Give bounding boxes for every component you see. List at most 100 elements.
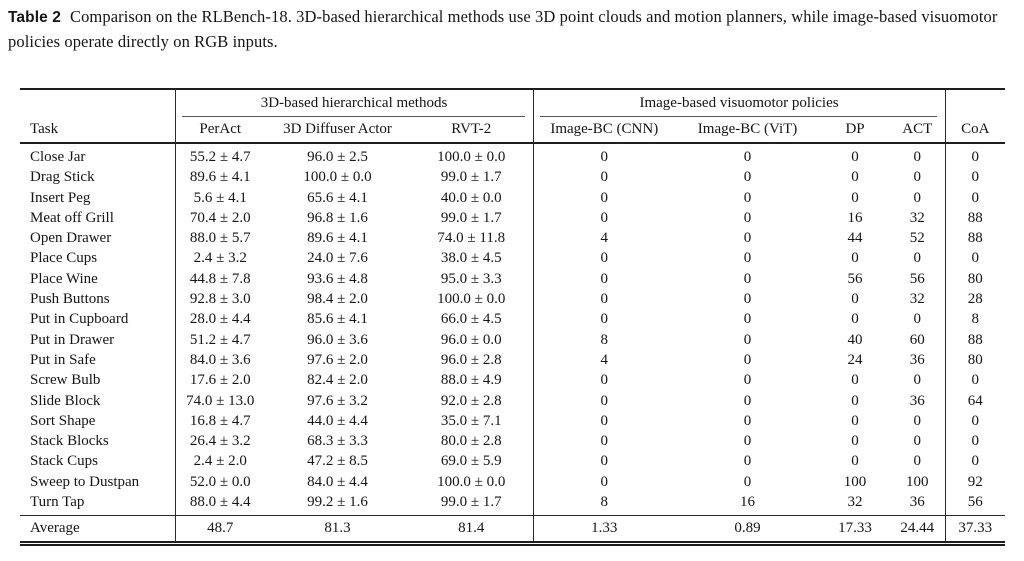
value-cell: 0 xyxy=(532,248,676,269)
table-row: Place Wine 44.8 ± 7.8 93.6 ± 4.8 95.0 ± 3.3… xyxy=(20,268,1006,290)
average-label-cell: Average xyxy=(20,515,175,547)
value-cell: 88 xyxy=(944,228,1006,249)
table-row: Sort Shape 16.8 ± 4.7 44.0 ± 4.4 35.0 ± 7.1… xyxy=(20,410,1006,432)
value-cell: 0 xyxy=(532,309,676,330)
value-cell: 0 xyxy=(743,209,752,226)
value-cell: 0 xyxy=(743,473,752,490)
value-cell: 65.6 ± 4.1 xyxy=(307,189,368,206)
value-cell: 0 xyxy=(851,311,859,328)
value-cell: 85.6 ± 4.1 xyxy=(307,311,368,328)
value-cell: 0 xyxy=(743,331,752,348)
value-cell: 0 xyxy=(913,189,922,206)
value-cell: 96.8 ± 1.6 xyxy=(307,209,368,226)
task-cell: Place Cups xyxy=(30,250,98,267)
value-cell: 0 xyxy=(851,250,859,267)
table-row: Open Drawer 88.0 ± 5.7 89.6 ± 4.1 74.0 ± 11… xyxy=(20,228,1006,249)
value-cell: 0 xyxy=(944,431,1006,452)
value-cell: 51.2 ± 4.7 xyxy=(174,329,265,350)
value-cell: 0 xyxy=(743,291,752,308)
value-cell: 28.0 ± 4.4 xyxy=(174,309,265,330)
task-cell: Sort Shape xyxy=(30,412,96,429)
value-cell: 16.8 ± 4.7 xyxy=(174,410,265,432)
value-cell: 0 xyxy=(851,392,859,409)
value-cell: 0 xyxy=(743,351,752,368)
value-cell: 89.6 ± 4.1 xyxy=(174,167,265,188)
corner-spacer xyxy=(20,89,175,117)
value-cell: 0 xyxy=(532,451,676,472)
value-cell: 96.0 ± 2.8 xyxy=(440,351,502,368)
coa-group-spacer xyxy=(944,89,1006,117)
value-cell: 44.0 ± 4.4 xyxy=(307,412,368,429)
value-cell: 0 xyxy=(913,433,922,450)
value-cell: 100.0 ± 0.0 xyxy=(303,169,372,186)
value-cell: 0 xyxy=(743,311,752,328)
task-cell: Slide Block xyxy=(30,392,101,409)
value-cell: 2.4 ± 3.2 xyxy=(174,248,265,269)
value-cell: 0 xyxy=(743,433,752,450)
value-cell: 28 xyxy=(944,289,1006,310)
value-cell: 0 xyxy=(743,372,752,389)
value-cell: 0 xyxy=(944,370,1006,391)
task-cell: Place Wine xyxy=(30,270,98,287)
value-cell: 55.2 ± 4.7 xyxy=(174,143,265,168)
value-cell: 99.0 ± 1.7 xyxy=(440,169,502,186)
value-cell: 32 xyxy=(820,492,891,517)
value-cell: 0 xyxy=(851,149,859,165)
table-row: Close Jar 55.2 ± 4.7 96.0 ± 2.5 100.0 ± 0.0… xyxy=(20,143,1006,168)
value-cell: 0 xyxy=(944,143,1006,168)
column-header-row: Task PerAct 3D Diffuser Actor RVT-2 Imag… xyxy=(20,117,1006,144)
table-footer: Average 48.7 81.3 81.4 1.33 0.89 17.33 24.44 37.… xyxy=(20,515,1006,547)
value-cell: 0 xyxy=(743,453,752,470)
value-cell: 74.0 ± 11.8 xyxy=(437,230,506,247)
value-cell: 0 xyxy=(532,431,676,452)
value-cell: 4 xyxy=(532,349,676,371)
task-cell: Push Buttons xyxy=(30,291,110,308)
value-cell: 8 xyxy=(944,309,1006,330)
value-cell: 89.6 ± 4.1 xyxy=(307,230,368,247)
table-body: Close Jar 55.2 ± 4.7 96.0 ± 2.5 100.0 ± 0.0… xyxy=(20,143,1006,517)
value-cell: 32 xyxy=(909,291,925,308)
value-cell: 0 xyxy=(532,187,676,208)
value-cell: 96.0 ± 3.6 xyxy=(307,331,368,348)
value-cell: 56 xyxy=(847,270,863,287)
value-cell: 93.6 ± 4.8 xyxy=(307,270,368,287)
value-cell: 44.8 ± 7.8 xyxy=(174,268,265,290)
value-cell: 26.4 ± 3.2 xyxy=(174,431,265,452)
value-cell: 88 xyxy=(944,207,1006,229)
value-cell: 0 xyxy=(743,412,752,429)
average-value-cell: 81.4 xyxy=(410,515,534,547)
table-row: Put in Cupboard 28.0 ± 4.4 85.6 ± 4.1 66.0 … xyxy=(20,309,1006,330)
task-cell: Stack Blocks xyxy=(30,433,109,450)
value-cell: 0 xyxy=(944,248,1006,269)
average-value-cell: 17.33 xyxy=(820,515,891,547)
value-cell: 92.8 ± 3.0 xyxy=(174,289,265,310)
column-header-peract: PerAct xyxy=(174,117,265,144)
value-cell: 0 xyxy=(944,410,1006,432)
value-cell: 35.0 ± 7.1 xyxy=(440,412,502,429)
table-row: Drag Stick 89.6 ± 4.1 100.0 ± 0.0 99.0 ± 1.… xyxy=(20,167,1006,188)
value-cell: 0 xyxy=(532,471,676,493)
value-cell: 32 xyxy=(909,209,925,226)
table-row: Push Buttons 92.8 ± 3.0 98.4 ± 2.0 100.0 ± … xyxy=(20,289,1006,310)
value-cell: 0 xyxy=(532,289,676,310)
results-table: 3D-based hierarchical methods Image-base… xyxy=(20,88,1006,547)
value-cell: 0 xyxy=(532,410,676,432)
value-cell: 0 xyxy=(851,291,859,308)
value-cell: 36 xyxy=(909,392,925,409)
value-cell: 0 xyxy=(944,187,1006,208)
value-cell: 5.6 ± 4.1 xyxy=(174,187,265,208)
value-cell: 36 xyxy=(890,492,946,517)
value-cell: 40 xyxy=(847,331,863,348)
table-row: Screw Bulb 17.6 ± 2.0 82.4 ± 2.0 88.0 ± 4.9… xyxy=(20,370,1006,391)
value-cell: 92 xyxy=(944,471,1006,493)
value-cell: 68.3 ± 3.3 xyxy=(307,433,368,450)
value-cell: 0 xyxy=(743,250,752,267)
value-cell: 82.4 ± 2.0 xyxy=(307,372,368,389)
value-cell: 0 xyxy=(532,167,676,188)
table-header: 3D-based hierarchical methods Image-base… xyxy=(20,89,1006,144)
value-cell: 0 xyxy=(913,372,922,389)
value-cell: 80 xyxy=(944,268,1006,290)
value-cell: 97.6 ± 2.0 xyxy=(307,351,368,368)
table-row: Put in Safe 84.0 ± 3.6 97.6 ± 2.0 96.0 ± 2.… xyxy=(20,349,1006,371)
value-cell: 0 xyxy=(743,230,752,247)
